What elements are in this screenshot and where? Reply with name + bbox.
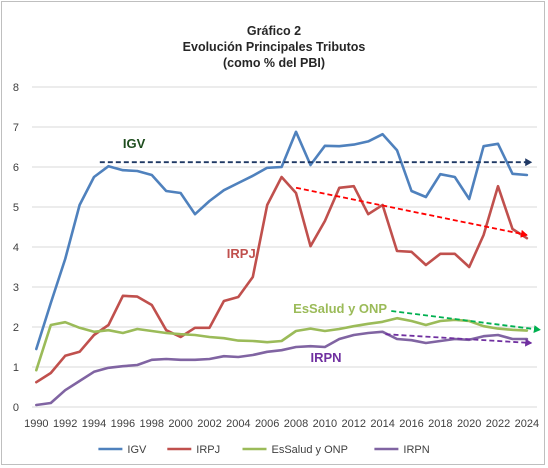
annotation-essalud-y-onp: EsSalud y ONP [293,301,387,316]
trend-arrows [99,158,541,347]
gridlines [32,86,537,408]
series-line-irpj [34,175,529,384]
annotation-irpj: IRPJ [227,246,256,261]
chart-title: Gráfico 2 Evolución Principales Tributos… [183,24,366,70]
x-tick-label: 1998 [140,418,164,430]
x-tick-label: 2004 [226,418,250,430]
y-tick-label: 2 [13,322,19,334]
x-tick-label: 1996 [111,418,135,430]
legend-label-irpn: IRPN [403,444,429,456]
x-tick-label: 2016 [399,418,423,430]
x-tick-label: 2018 [428,418,452,430]
annotation-irpn: IRPN [310,350,341,365]
chart-title-line-1: Gráfico 2 [247,24,301,38]
y-tick-label: 0 [13,402,19,414]
x-tick-label: 2006 [255,418,279,430]
y-tick-label: 1 [13,362,19,374]
series-line-irpn [34,330,529,407]
y-tick-label: 3 [13,282,19,294]
x-tick-label: 1994 [82,418,106,430]
series-line-igv [34,130,529,351]
x-tick-label: 2000 [168,418,192,430]
annotation-igv: IGV [123,136,146,151]
chart-title-line-2: Evolución Principales Tributos [183,40,366,54]
x-tick-label: 2014 [370,418,394,430]
x-tick-label: 2024 [515,418,539,430]
x-axis-ticks: 1990 1992 1994 1996 1998 2000 2002 2004 2006 2008… [24,418,539,430]
y-tick-label: 4 [13,242,19,254]
legend-label-igv: IGV [127,444,147,456]
trend-arrow-irpn [385,333,533,347]
y-tick-label: 6 [13,162,19,174]
x-tick-label: 2002 [197,418,221,430]
y-tick-label: 5 [13,202,19,214]
x-tick-label: 1990 [24,418,48,430]
x-tick-label: 2010 [313,418,337,430]
y-tick-label: 8 [13,82,19,94]
series-line-essalud-y-onp [34,316,529,372]
series-lines [34,130,529,407]
legend-label-essalud-y-onp: EsSalud y ONP [272,444,348,456]
x-tick-label: 1992 [53,418,77,430]
series-annotations: IGV IRPJ EsSalud y ONP IRPN [123,136,388,365]
x-tick-label: 2022 [486,418,510,430]
chart-title-line-3: (como % del PBI) [223,56,325,70]
x-tick-label: 2012 [342,418,366,430]
x-tick-label: 2020 [457,418,481,430]
y-tick-label: 7 [13,122,19,134]
trend-arrow-essalud-y-onp [391,310,541,334]
trend-arrow-irpj [295,186,528,238]
y-axis-ticks: 0 1 2 3 4 5 6 7 8 [13,82,19,414]
legend: IGV IRPJ EsSalud y ONP IRPN [98,444,430,456]
x-tick-label: 2008 [284,418,308,430]
legend-label-irpj: IRPJ [196,444,220,456]
